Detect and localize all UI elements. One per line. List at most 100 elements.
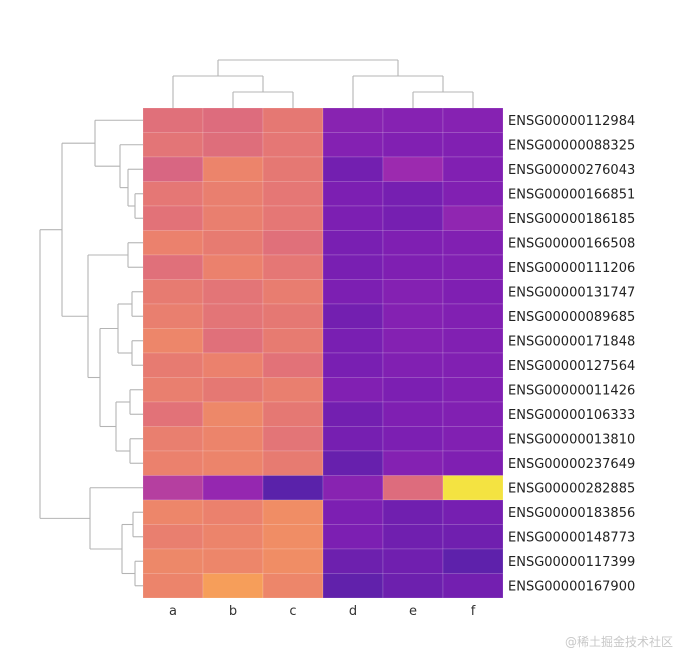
heatmap-cell — [442, 475, 504, 501]
heatmap-cell — [262, 205, 324, 231]
heatmap-cell — [442, 205, 504, 231]
row-label: ENSG00000127564 — [508, 359, 635, 374]
row-label: ENSG00000166508 — [508, 236, 635, 251]
row-label: ENSG00000117399 — [508, 555, 635, 570]
heatmap-cell — [202, 205, 264, 231]
heatmap-cell — [382, 426, 444, 452]
heatmap-cell — [202, 156, 264, 182]
heatmap-cell — [442, 181, 504, 207]
heatmap-cell — [322, 377, 384, 403]
watermark: @稀土掘金技术社区 — [564, 635, 673, 649]
heatmap-cell — [142, 377, 204, 403]
heatmap-cell — [382, 401, 444, 427]
heatmap-cell — [262, 254, 324, 280]
heatmap-cell — [382, 328, 444, 354]
heatmap-cell — [202, 230, 264, 256]
heatmap-cell — [142, 230, 204, 256]
heatmap-cell — [142, 254, 204, 280]
heatmap-cell — [142, 205, 204, 231]
heatmap-cell — [202, 499, 264, 525]
row-label: ENSG00000089685 — [508, 310, 635, 325]
heatmap-cell — [142, 181, 204, 207]
heatmap-cell — [142, 401, 204, 427]
heatmap-cell — [442, 573, 504, 599]
heatmap-cell — [142, 499, 204, 525]
heatmap-cell — [442, 377, 504, 403]
heatmap-cell — [262, 107, 324, 133]
heatmap-cell — [262, 450, 324, 476]
heatmap-cell — [262, 303, 324, 329]
heatmap-cell — [142, 573, 204, 599]
heatmap-cell — [142, 475, 204, 501]
row-label: ENSG00000167900 — [508, 579, 635, 594]
heatmap-cell — [262, 352, 324, 378]
heatmap-cell — [322, 156, 384, 182]
row-label: ENSG00000276043 — [508, 163, 635, 178]
heatmap-cell — [142, 107, 204, 133]
heatmap-cell — [262, 475, 324, 501]
heatmap-cell — [262, 156, 324, 182]
row-label: ENSG00000088325 — [508, 138, 635, 153]
row-label: ENSG00000131747 — [508, 285, 635, 300]
heatmap-cell — [382, 254, 444, 280]
heatmap-cell — [322, 230, 384, 256]
row-label: ENSG00000112984 — [508, 114, 635, 129]
row-label: ENSG00000166851 — [508, 187, 635, 202]
heatmap-cell — [442, 107, 504, 133]
heatmap-cell — [322, 426, 384, 452]
heatmap-cell — [262, 230, 324, 256]
heatmap-cell — [202, 279, 264, 305]
heatmap-cell — [322, 352, 384, 378]
heatmap-cell — [142, 303, 204, 329]
heatmap-cell — [262, 377, 324, 403]
heatmap-cell — [322, 475, 384, 501]
column-label: f — [471, 604, 476, 619]
heatmap-cell — [442, 156, 504, 182]
heatmap-cell — [202, 352, 264, 378]
row-label: ENSG00000148773 — [508, 530, 635, 545]
heatmap-cell — [202, 181, 264, 207]
heatmap-cell — [202, 401, 264, 427]
heatmap-cell — [322, 548, 384, 574]
heatmap-cell — [442, 524, 504, 550]
heatmap-cell — [382, 573, 444, 599]
heatmap-cell — [262, 279, 324, 305]
heatmap-cell — [262, 524, 324, 550]
heatmap-cell — [442, 426, 504, 452]
heatmap-cell — [202, 107, 264, 133]
heatmap-cell — [382, 499, 444, 525]
heatmap-cell — [202, 254, 264, 280]
heatmap-cell — [382, 548, 444, 574]
heatmap-cell — [442, 548, 504, 574]
heatmap-cell — [382, 279, 444, 305]
heatmap-cell — [382, 377, 444, 403]
heatmap-cell — [202, 132, 264, 158]
heatmap-cell — [442, 230, 504, 256]
heatmap-cell — [322, 328, 384, 354]
column-label: e — [409, 604, 417, 619]
heatmap-cell — [262, 181, 324, 207]
row-label: ENSG00000013810 — [508, 432, 635, 447]
row-label: ENSG00000011426 — [508, 383, 635, 398]
heatmap-cell — [322, 205, 384, 231]
heatmap-cell — [322, 573, 384, 599]
heatmap-cell — [262, 573, 324, 599]
heatmap-cell — [442, 499, 504, 525]
heatmap-cell — [442, 303, 504, 329]
heatmap-cell — [382, 303, 444, 329]
heatmap-cell — [382, 450, 444, 476]
heatmap-cell — [322, 450, 384, 476]
row-label: ENSG00000111206 — [508, 261, 635, 276]
row-label: ENSG00000171848 — [508, 334, 635, 349]
row-label: ENSG00000237649 — [508, 457, 635, 472]
heatmap-cell — [202, 426, 264, 452]
heatmap-cell — [142, 156, 204, 182]
heatmap-cell — [382, 107, 444, 133]
heatmap-cell — [142, 524, 204, 550]
heatmap-cell — [382, 230, 444, 256]
heatmap-cell — [142, 426, 204, 452]
column-label: c — [289, 604, 296, 619]
heatmap-cell — [382, 156, 444, 182]
heatmap-cell — [382, 181, 444, 207]
